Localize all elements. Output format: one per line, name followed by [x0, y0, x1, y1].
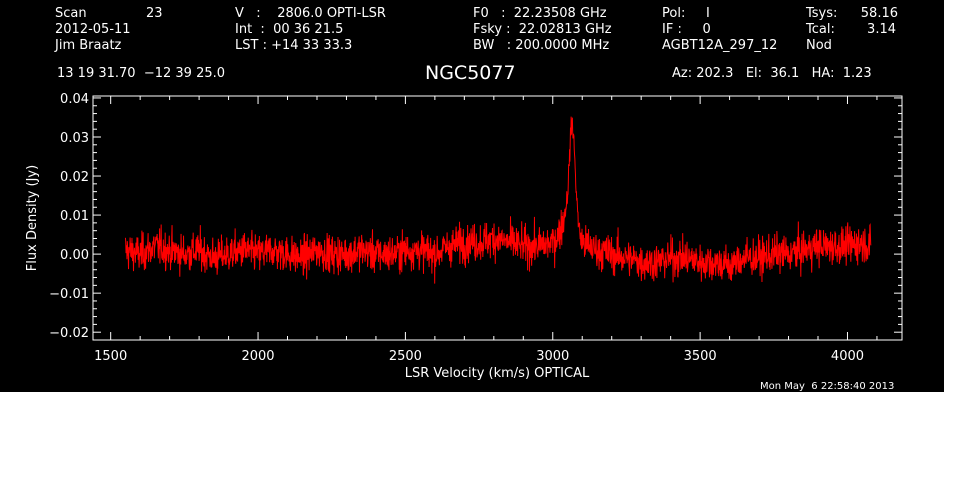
- tsys-value: 58.16: [860, 6, 898, 21]
- project-id: AGBT12A_297_12: [662, 38, 778, 53]
- integration-time: Int : 00 36 21.5: [235, 22, 344, 37]
- x-tick-label: 3000: [536, 349, 569, 364]
- y-tick-label: 0.01: [60, 209, 89, 224]
- plot-timestamp: Mon May 6 22:58:40 2013: [760, 381, 895, 392]
- x-tick-label: 2500: [389, 349, 422, 364]
- az-el-ha-readout: Az: 202.3 El: 36.1 HA: 1.23: [672, 66, 872, 81]
- sky-frequency: Fsky : 22.02813 GHz: [473, 22, 612, 37]
- observer-name: Jim Braatz: [55, 38, 122, 53]
- plot-panel: Scan 23 2012-05-11 Jim Braatz V : 2806.0…: [0, 0, 944, 392]
- y-tick-label: −0.01: [49, 287, 89, 302]
- y-tick-label: 0.00: [60, 248, 89, 263]
- x-tick-label: 2000: [241, 349, 274, 364]
- bandwidth: BW : 200.0000 MHz: [473, 38, 610, 53]
- x-tick-label: 1500: [94, 349, 127, 364]
- plot-frame: [92, 95, 903, 341]
- procedure-name: Nod: [806, 38, 832, 53]
- x-axis-label: LSR Velocity (km/s) OPTICAL: [405, 366, 590, 381]
- lst-readout: LST : +14 33 33.3: [235, 38, 353, 53]
- scan-label: Scan: [55, 6, 87, 21]
- rest-frequency: F0 : 22.23508 GHz: [473, 6, 607, 21]
- source-name: NGC5077: [425, 62, 516, 84]
- tsys-label: Tsys:: [806, 6, 838, 21]
- if-number: IF : 0: [662, 22, 711, 37]
- polarization: Pol: I: [662, 6, 710, 21]
- source-coordinates: 13 19 31.70 −12 39 25.0: [57, 66, 226, 81]
- axis-ticks: 1500 2000 2500 3000 3500 4000 −0.02 −0.01 0.00 0.…: [49, 92, 902, 364]
- observation-date: 2012-05-11: [55, 22, 131, 37]
- y-tick-label: 0.02: [60, 170, 89, 185]
- y-axis-label: Flux Density (Jy): [25, 165, 40, 271]
- spectrum-trace-layer: [124, 116, 872, 284]
- x-tick-label: 4000: [831, 349, 864, 364]
- velocity-readout: V : 2806.0 OPTI-LSR: [235, 6, 386, 21]
- y-tick-label: −0.02: [49, 326, 89, 341]
- spectrum-line: [124, 116, 872, 284]
- tcal-value: 3.14: [867, 22, 896, 37]
- y-tick-label: 0.04: [60, 92, 89, 107]
- x-tick-label: 3500: [684, 349, 717, 364]
- spectrum-chart: 1500 2000 2500 3000 3500 4000 −0.02 −0.01 0.00 0.…: [25, 92, 903, 381]
- scan-number: 23: [146, 6, 163, 21]
- tcal-label: Tcal:: [806, 22, 835, 37]
- y-tick-label: 0.03: [60, 131, 89, 146]
